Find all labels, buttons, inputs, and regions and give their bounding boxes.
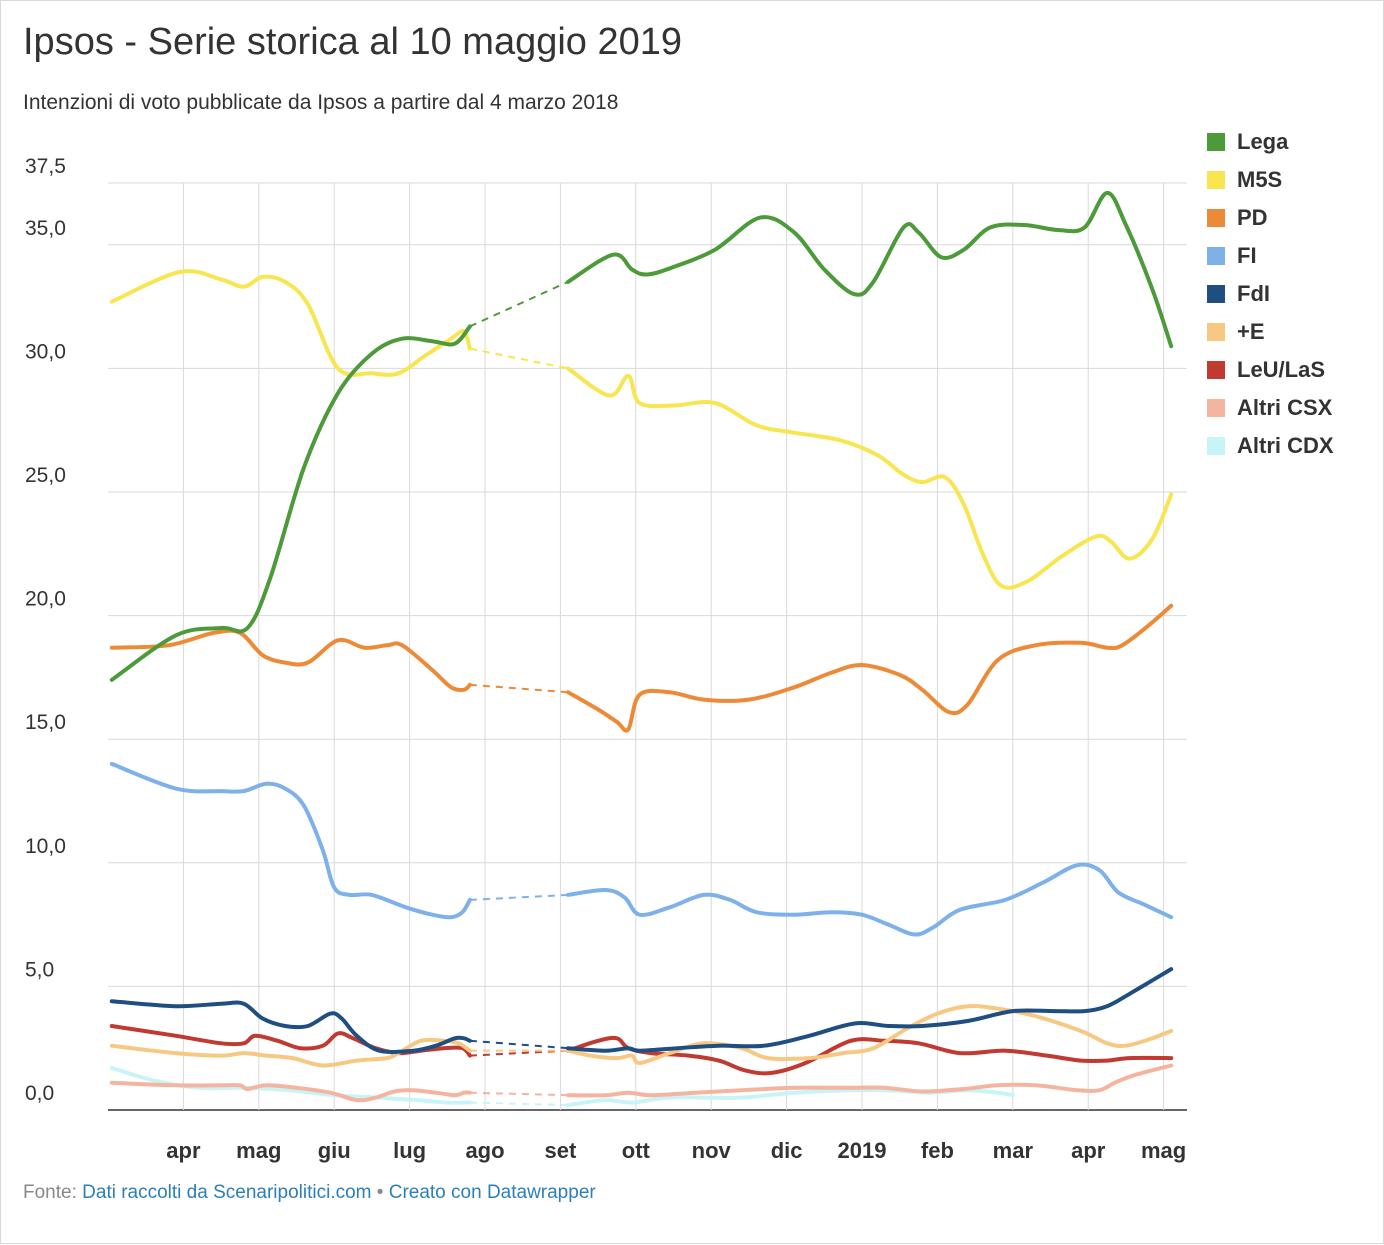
footer-separator: • xyxy=(371,1182,389,1203)
x-tick-label: set xyxy=(545,1138,577,1163)
series-gap-connector xyxy=(469,347,569,370)
legend-label: FI xyxy=(1237,243,1257,268)
series-line xyxy=(566,190,1174,349)
series-line xyxy=(109,1024,472,1058)
series-line xyxy=(566,862,1174,937)
y-tick-label: 10,0 xyxy=(25,835,66,858)
series-gap-connector xyxy=(469,683,569,694)
y-tick-label: 0,0 xyxy=(25,1082,54,1105)
legend-swatch xyxy=(1207,209,1225,227)
x-tick-label: feb xyxy=(921,1138,954,1163)
y-tick-label: 5,0 xyxy=(25,958,54,981)
page-title: Ipsos - Serie storica al 10 maggio 2019 xyxy=(23,21,683,63)
series-gap-connector xyxy=(469,893,569,901)
y-tick-label: 35,0 xyxy=(25,217,66,240)
series-gap-connector xyxy=(469,1091,568,1097)
series-pd xyxy=(109,603,1174,733)
series-gap-connector xyxy=(469,1101,568,1107)
x-tick-label: apr xyxy=(166,1138,201,1163)
x-tick-label: nov xyxy=(692,1138,732,1163)
series-line xyxy=(566,967,1174,1053)
series-line xyxy=(109,761,472,920)
series-lega xyxy=(109,190,1174,682)
series-line xyxy=(109,628,472,693)
legend-item: +E xyxy=(1207,313,1334,351)
x-tick-label: mag xyxy=(236,1138,281,1163)
series--e xyxy=(109,1004,1174,1068)
series-fi xyxy=(109,761,1174,937)
x-tick-label: mag xyxy=(1141,1138,1186,1163)
x-tick-label: mar xyxy=(993,1138,1034,1163)
y-tick-label: 15,0 xyxy=(25,711,66,734)
x-tick-label: lug xyxy=(393,1138,426,1163)
footer: Fonte: Dati raccolti da Scenaripolitici.… xyxy=(23,1182,596,1204)
legend-swatch xyxy=(1207,171,1225,189)
legend-label: M5S xyxy=(1237,167,1283,192)
y-tick-label: 20,0 xyxy=(25,588,66,611)
y-tick-label: 25,0 xyxy=(25,464,66,487)
legend-item: FI xyxy=(1207,237,1334,275)
series-line xyxy=(109,999,472,1054)
legend-swatch xyxy=(1207,285,1225,303)
x-tick-label: giu xyxy=(318,1138,351,1163)
series-line xyxy=(109,1080,472,1103)
legend-swatch xyxy=(1207,133,1225,151)
legend-label: +E xyxy=(1237,319,1265,344)
source-link[interactable]: Dati raccolti da Scenaripolitici.com xyxy=(82,1182,372,1203)
legend-label: PD xyxy=(1237,205,1268,230)
legend-swatch xyxy=(1207,361,1225,379)
legend-item: M5S xyxy=(1207,161,1334,199)
gridlines xyxy=(108,182,1187,1111)
y-tick-label: 37,5 xyxy=(25,155,66,178)
series-line xyxy=(566,1004,1174,1065)
legend-swatch xyxy=(1207,323,1225,341)
footer-prefix: Fonte: xyxy=(23,1182,83,1203)
y-tick-label: 30,0 xyxy=(25,340,66,363)
legend-item: Altri CSX xyxy=(1207,389,1334,427)
legend-label: FdI xyxy=(1237,281,1270,306)
legend-swatch xyxy=(1207,399,1225,417)
legend-label: Altri CSX xyxy=(1237,395,1333,420)
series-gap-connector xyxy=(469,1039,569,1050)
x-tick-label: ago xyxy=(465,1138,504,1163)
legend-label: Lega xyxy=(1237,129,1289,154)
legend-swatch xyxy=(1207,437,1225,455)
x-tick-label: ott xyxy=(622,1138,651,1163)
legend-item: LeU/LaS xyxy=(1207,351,1334,389)
series-line xyxy=(566,366,1174,590)
legend-item: Altri CDX xyxy=(1207,427,1334,465)
series-line xyxy=(109,1037,472,1068)
legend-label: Altri CDX xyxy=(1237,433,1334,458)
page-subtitle: Intenzioni di voto pubblicate da Ipsos a… xyxy=(23,91,619,114)
series-m5s xyxy=(109,269,1174,590)
series-fdi xyxy=(109,967,1174,1054)
x-tick-label: dic xyxy=(771,1138,803,1163)
x-tick-label: 2019 xyxy=(838,1138,887,1163)
legend-item: FdI xyxy=(1207,275,1334,313)
series-altri-csx xyxy=(109,1063,1174,1103)
x-axis-ticks: apr mag giu lug ago set ott nov dic 2019 feb mar apr… xyxy=(166,1138,1186,1163)
y-axis-ticks: 0,0 5,0 10,0 15,0 20,0 25,0 30,0 35,0 37,5 xyxy=(25,155,66,1105)
legend-item: Lega xyxy=(1207,123,1334,161)
series-line xyxy=(566,1063,1174,1098)
series-line xyxy=(109,269,472,377)
legend-item: PD xyxy=(1207,199,1334,237)
series-gap-connector xyxy=(469,280,569,328)
legend-swatch xyxy=(1207,247,1225,265)
series-line xyxy=(109,324,472,682)
legend-label: LeU/LaS xyxy=(1237,357,1326,382)
series-lines xyxy=(109,190,1174,1108)
series-line xyxy=(566,603,1174,733)
x-tick-label: apr xyxy=(1071,1138,1106,1163)
datawrapper-link[interactable]: Creato con Datawrapper xyxy=(388,1182,596,1203)
legend: Lega M5S PD FI FdI +E LeU/LaS Altri CSX Altri CD… xyxy=(1207,123,1334,465)
